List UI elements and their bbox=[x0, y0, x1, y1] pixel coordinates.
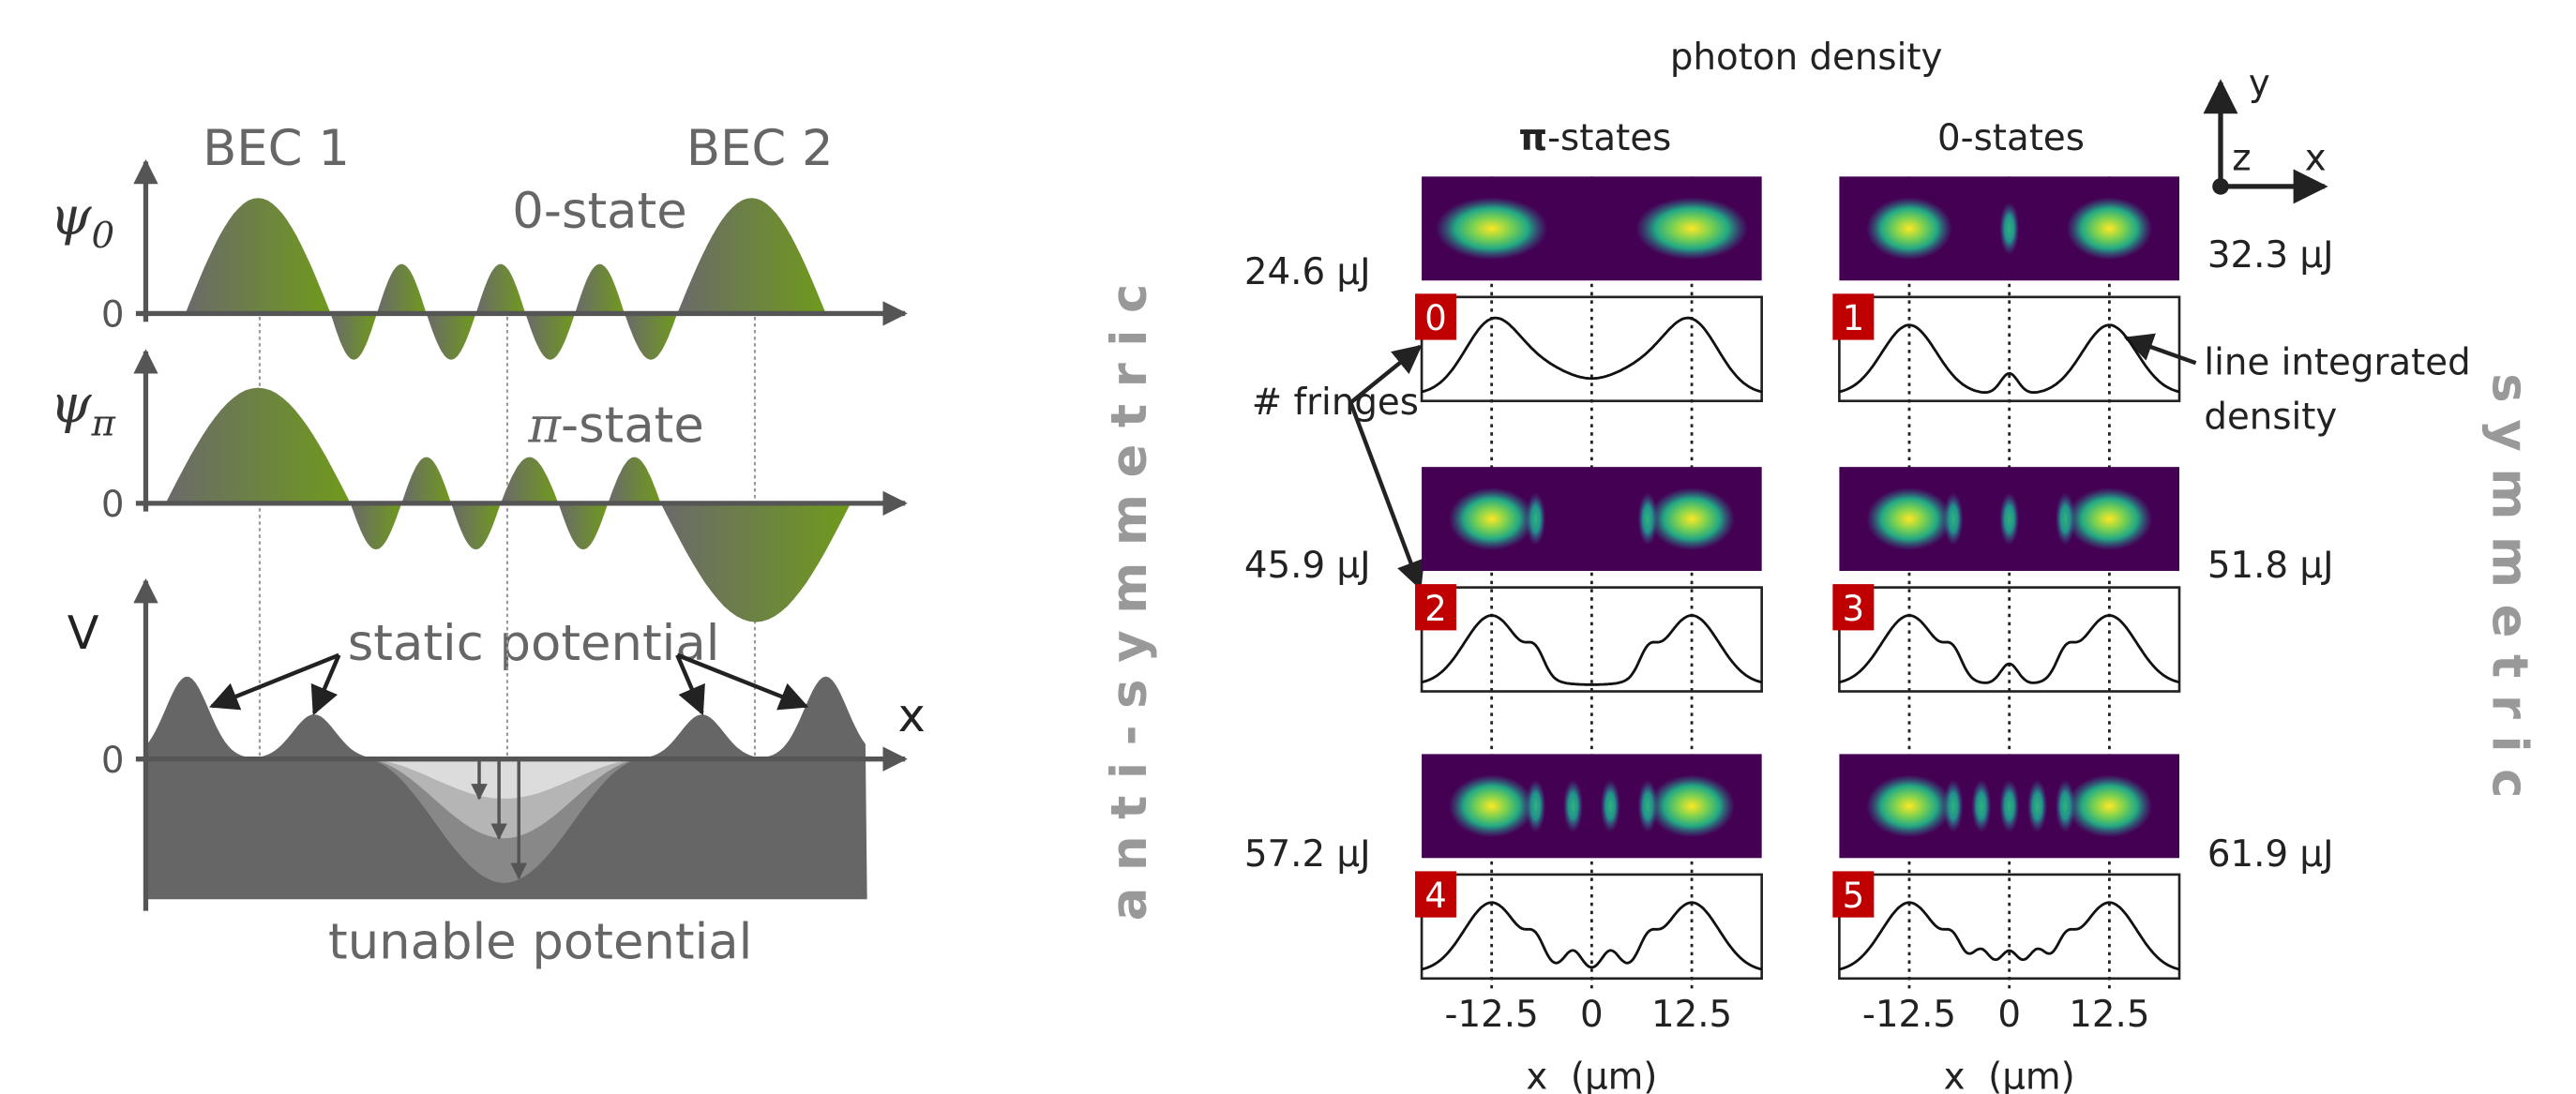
condensate-blob bbox=[1866, 197, 1952, 260]
static-potential-label: static potential bbox=[348, 615, 720, 672]
axis-icon-label: x bbox=[2305, 137, 2327, 179]
energy-label: 45.9 μJ bbox=[1244, 545, 1371, 587]
energy-label: 57.2 μJ bbox=[1244, 833, 1371, 876]
pi-state-label: π-state bbox=[527, 397, 703, 455]
body: { "left": { "psi0": {"symbol": "ψ", "sub… bbox=[0, 0, 2576, 1094]
condensate-blob bbox=[1635, 197, 1748, 260]
wave-lobe bbox=[427, 313, 476, 359]
anti-symmetric-label: anti-symmetric bbox=[1101, 267, 1158, 921]
panel-number: 4 bbox=[1424, 876, 1447, 916]
condensate-blob bbox=[1436, 197, 1548, 260]
axis-icon-label: y bbox=[2249, 63, 2270, 105]
symbol: ψ bbox=[50, 375, 92, 436]
subscript: π bbox=[91, 403, 117, 445]
axis-origin bbox=[2212, 178, 2229, 195]
wave-lobe bbox=[166, 388, 351, 503]
condensate-blob bbox=[1649, 774, 1735, 837]
line-integrated-label: line integrated bbox=[2204, 342, 2470, 384]
x-tick-label: 12.5 bbox=[1651, 994, 1732, 1036]
x-tick-label: -12.5 bbox=[1445, 994, 1539, 1036]
fringe bbox=[1999, 780, 2019, 832]
wave-lobe bbox=[661, 503, 851, 622]
zero-label: 0 bbox=[101, 740, 125, 782]
subscript: 0 bbox=[92, 215, 115, 257]
axis-icon-label: z bbox=[2232, 137, 2251, 179]
x-tick-label: -12.5 bbox=[1862, 994, 1956, 1036]
fringes-label: # fringes bbox=[1252, 382, 1419, 424]
panel-number: 1 bbox=[1843, 298, 1865, 338]
column-title: π-states bbox=[1518, 117, 1671, 159]
wave-lobe bbox=[401, 457, 451, 503]
right-title: photon density bbox=[1670, 37, 1943, 79]
wave-lobe bbox=[451, 503, 501, 549]
condensate-blob bbox=[1866, 487, 1952, 550]
wave-lobe bbox=[501, 457, 559, 503]
x-axis-label: x (μm) bbox=[1526, 1057, 1657, 1094]
condensate-blob bbox=[2067, 197, 2153, 260]
wave-lobe bbox=[351, 503, 402, 549]
fringe bbox=[1563, 780, 1583, 832]
wave-lobe bbox=[608, 457, 660, 503]
x-label: x bbox=[898, 688, 926, 742]
condensate-blob bbox=[1866, 774, 1952, 837]
wave-lobe bbox=[525, 313, 575, 359]
wave-lobe bbox=[575, 264, 625, 314]
wave-lobe bbox=[186, 198, 331, 313]
symmetric-label: symmetric bbox=[2480, 373, 2538, 815]
fringe bbox=[1601, 780, 1620, 832]
line-integrated-label: density bbox=[2204, 397, 2337, 439]
figure: ψ0 ψπ BEC 1 BEC 2 0-state π-state V x st… bbox=[0, 0, 2576, 1094]
panel-number: 3 bbox=[1843, 589, 1865, 629]
fringe bbox=[1999, 492, 2019, 545]
wave-lobe bbox=[625, 313, 677, 359]
x-axis-label: x (μm) bbox=[1944, 1057, 2075, 1094]
energy-label: 24.6 μJ bbox=[1244, 251, 1371, 293]
condensate-blob bbox=[1449, 774, 1535, 837]
page: BEC figure html, body { margin: 0; paddi… bbox=[0, 0, 2576, 1094]
text: -states bbox=[1547, 117, 1671, 159]
bec1-label: BEC 1 bbox=[203, 120, 350, 177]
symbol: ψ bbox=[50, 187, 92, 247]
wave-lobe bbox=[559, 503, 609, 549]
fringe bbox=[1971, 780, 1991, 832]
bec2-label: BEC 2 bbox=[686, 120, 834, 177]
fringe bbox=[1999, 202, 2019, 255]
wave-lobe bbox=[331, 313, 377, 359]
condensate-blob bbox=[1449, 487, 1535, 550]
condensate-blob bbox=[2067, 487, 2153, 550]
x-tick-label: 0 bbox=[1580, 994, 1604, 1036]
zero-label: 0 bbox=[101, 484, 125, 526]
psipi-label: ψπ bbox=[50, 375, 116, 445]
text: 0-states bbox=[1937, 117, 2085, 159]
panel-number: 2 bbox=[1424, 589, 1447, 629]
x-tick-label: 12.5 bbox=[2069, 994, 2149, 1036]
zero-state-label: 0-state bbox=[512, 183, 686, 240]
psi0-label: ψ0 bbox=[50, 187, 114, 257]
wave-lobe bbox=[677, 198, 825, 313]
panel-number: 5 bbox=[1843, 876, 1865, 916]
wave-lobe bbox=[475, 264, 525, 314]
condensate-blob bbox=[1649, 487, 1735, 550]
energy-label: 51.8 μJ bbox=[2207, 545, 2334, 587]
tunable-potential-label: tunable potential bbox=[328, 914, 752, 971]
v-label: V bbox=[68, 606, 99, 660]
wave-lobe bbox=[377, 264, 427, 314]
x-tick-label: 0 bbox=[1997, 994, 2021, 1036]
text: -state bbox=[561, 397, 704, 455]
symbol: π bbox=[1518, 117, 1547, 159]
column-title: 0-states bbox=[1937, 117, 2085, 159]
fringe bbox=[2027, 780, 2047, 832]
panel-number: 0 bbox=[1424, 298, 1447, 338]
symbol: π bbox=[527, 397, 562, 455]
zero-label: 0 bbox=[101, 294, 125, 337]
profile-curve bbox=[1422, 318, 1762, 392]
energy-label: 61.9 μJ bbox=[2207, 833, 2334, 876]
condensate-blob bbox=[2067, 774, 2153, 837]
energy-label: 32.3 μJ bbox=[2207, 234, 2334, 277]
